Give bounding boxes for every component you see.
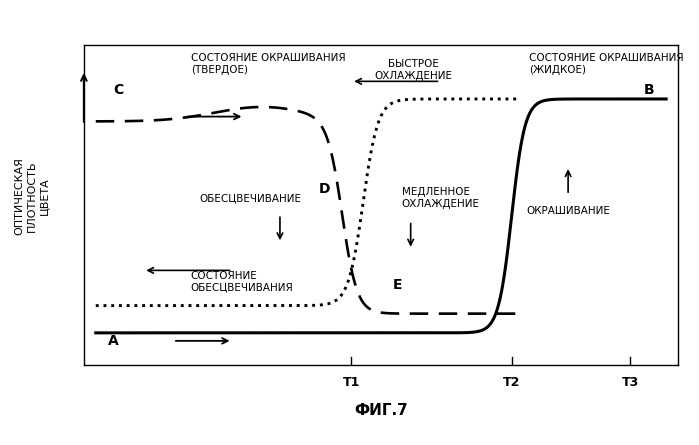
Text: C: C [113,83,124,97]
Text: B: B [644,83,654,97]
Text: T3: T3 [622,376,639,389]
Text: E: E [393,278,403,292]
Text: T1: T1 [343,376,360,389]
Text: D: D [319,182,330,196]
Text: ОКРАШИВАНИЕ: ОКРАШИВАНИЕ [526,206,610,216]
Text: СОСТОЯНИЕ
ОБЕСЦВЕЧИВАНИЯ: СОСТОЯНИЕ ОБЕСЦВЕЧИВАНИЯ [191,271,294,292]
Text: ОБЕСЦВЕЧИВАНИЕ: ОБЕСЦВЕЧИВАНИЕ [199,193,301,203]
Text: A: A [108,335,118,348]
Text: ФИГ.7: ФИГ.7 [354,403,408,418]
Text: СОСТОЯНИЕ ОКРАШИВАНИЯ
(ТВЕРДОЕ): СОСТОЯНИЕ ОКРАШИВАНИЯ (ТВЕРДОЕ) [191,53,345,75]
Text: МЕДЛЕННОЕ
ОХЛАЖДЕНИЕ: МЕДЛЕННОЕ ОХЛАЖДЕНИЕ [402,187,480,209]
Text: T2: T2 [503,376,520,389]
Text: ОПТИЧЕСКАЯ
ПЛОТНОСТЬ
ЦВЕТА: ОПТИЧЕСКАЯ ПЛОТНОСТЬ ЦВЕТА [14,157,49,235]
Text: СОСТОЯНИЕ ОКРАШИВАНИЯ
(ЖИДКОЕ): СОСТОЯНИЕ ОКРАШИВАНИЯ (ЖИДКОЕ) [530,53,684,75]
Text: БЫСТРОЕ
ОХЛАЖДЕНИЕ: БЫСТРОЕ ОХЛАЖДЕНИЕ [375,59,453,81]
